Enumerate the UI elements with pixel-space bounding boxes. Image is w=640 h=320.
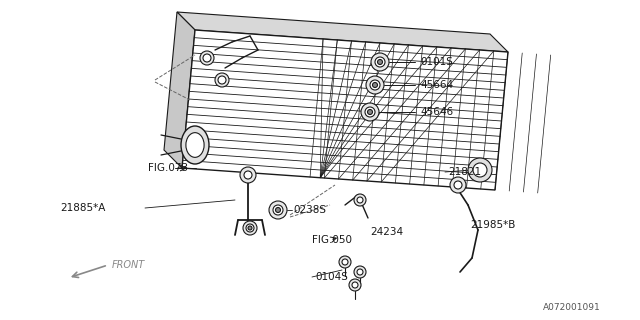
- Circle shape: [342, 259, 348, 265]
- Circle shape: [473, 163, 487, 177]
- Circle shape: [339, 256, 351, 268]
- Circle shape: [354, 266, 366, 278]
- Circle shape: [454, 181, 462, 189]
- Circle shape: [243, 221, 257, 235]
- Text: 45646: 45646: [420, 107, 453, 117]
- Circle shape: [269, 201, 287, 219]
- Circle shape: [372, 83, 378, 87]
- Text: 45664: 45664: [420, 80, 453, 90]
- Circle shape: [370, 80, 380, 90]
- Circle shape: [357, 269, 363, 275]
- Text: 0101S: 0101S: [420, 57, 453, 67]
- Circle shape: [273, 205, 283, 215]
- Circle shape: [375, 57, 385, 67]
- Circle shape: [248, 226, 252, 230]
- Circle shape: [200, 51, 214, 65]
- Text: 24234: 24234: [370, 227, 403, 237]
- Circle shape: [365, 107, 375, 117]
- Ellipse shape: [186, 133, 204, 157]
- Circle shape: [215, 73, 229, 87]
- Text: 21821: 21821: [448, 167, 481, 177]
- Circle shape: [240, 167, 256, 183]
- Circle shape: [203, 54, 211, 62]
- Circle shape: [468, 158, 492, 182]
- Circle shape: [244, 171, 252, 179]
- Circle shape: [352, 282, 358, 288]
- Text: 0238S: 0238S: [293, 205, 326, 215]
- Text: 21885*A: 21885*A: [60, 203, 106, 213]
- Circle shape: [275, 207, 280, 212]
- Circle shape: [218, 76, 226, 84]
- Text: FRONT: FRONT: [112, 260, 145, 270]
- Circle shape: [366, 76, 384, 94]
- Circle shape: [354, 194, 366, 206]
- Circle shape: [450, 177, 466, 193]
- Circle shape: [361, 103, 379, 121]
- Circle shape: [246, 224, 254, 232]
- Polygon shape: [177, 12, 508, 52]
- Circle shape: [349, 279, 361, 291]
- Polygon shape: [164, 12, 195, 168]
- Text: 0104S: 0104S: [315, 272, 348, 282]
- Text: 21985*B: 21985*B: [470, 220, 515, 230]
- Circle shape: [357, 197, 363, 203]
- Polygon shape: [182, 30, 508, 190]
- Circle shape: [371, 53, 389, 71]
- Circle shape: [378, 60, 383, 65]
- Text: FIG.050: FIG.050: [312, 235, 352, 245]
- Ellipse shape: [181, 126, 209, 164]
- Circle shape: [367, 109, 372, 115]
- Text: A072001091: A072001091: [543, 303, 601, 313]
- Text: FIG.073: FIG.073: [148, 163, 188, 173]
